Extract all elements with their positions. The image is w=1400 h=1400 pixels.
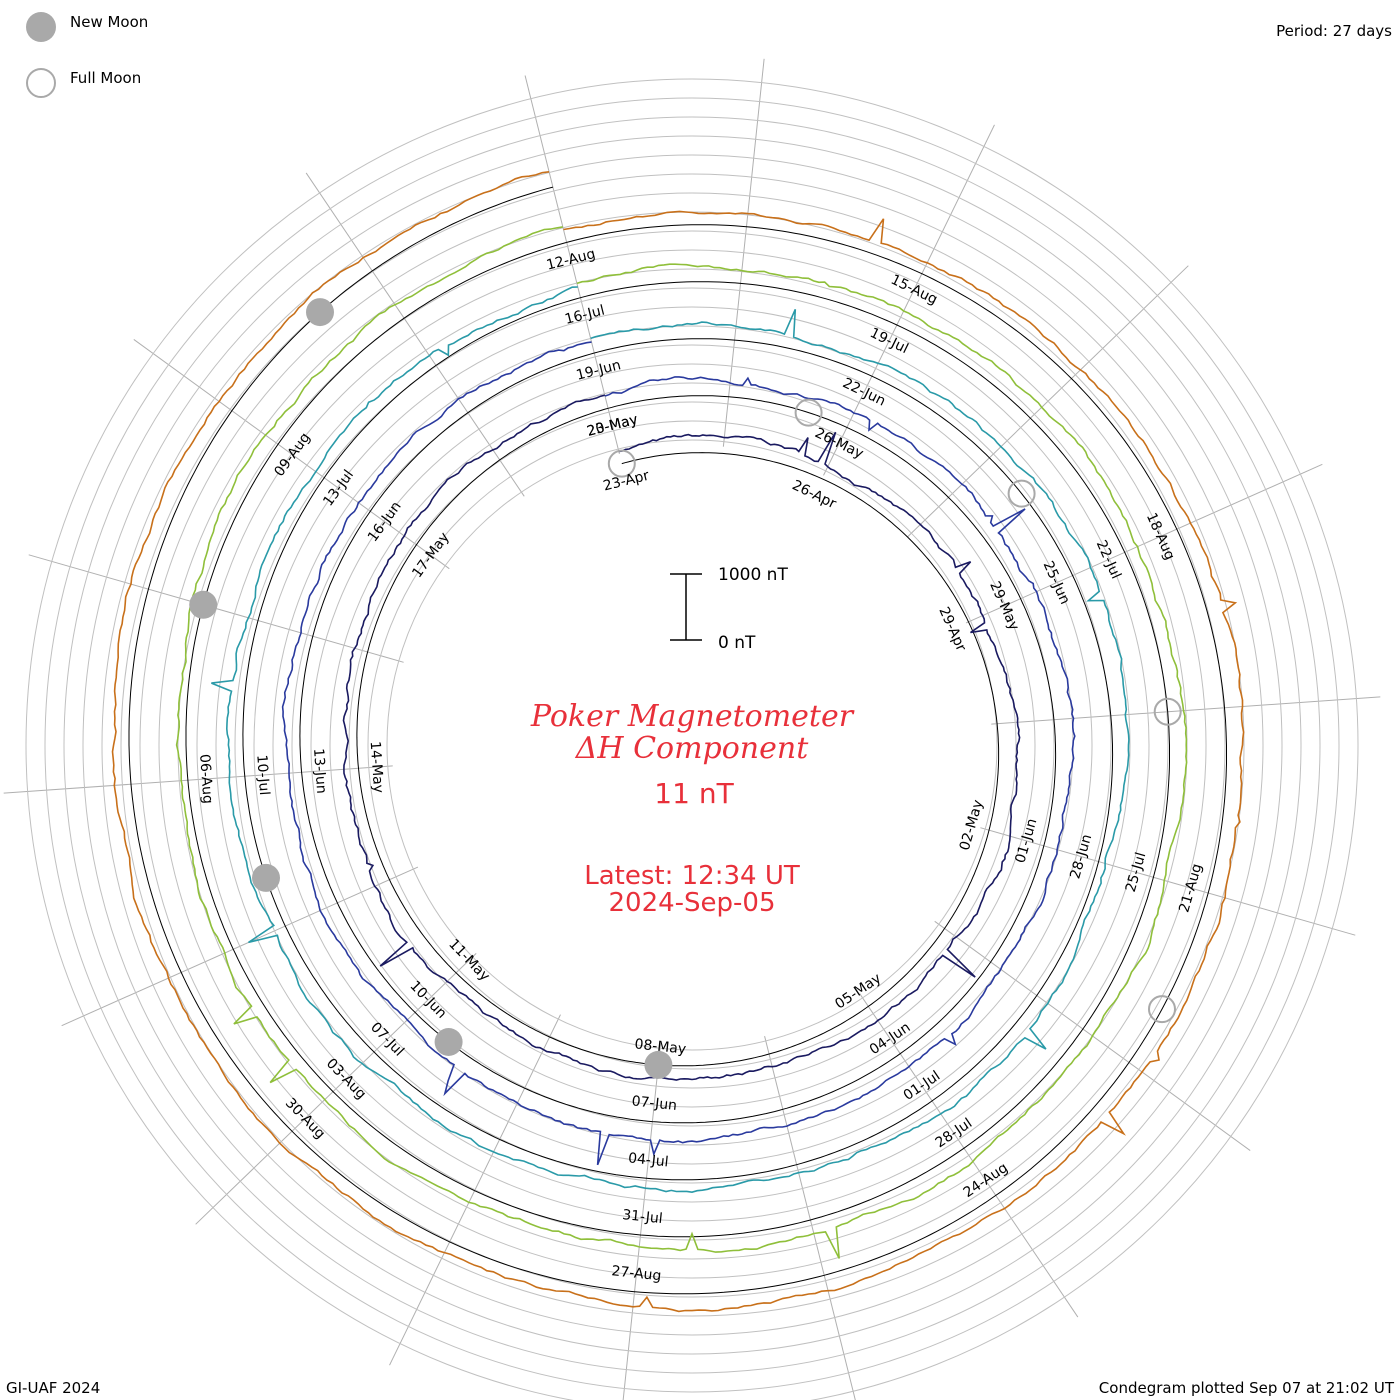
date-label: 08-May — [634, 1036, 687, 1057]
scale-bar: 1000 nT 0 nT — [670, 565, 788, 653]
scale-bottom-label: 0 nT — [718, 633, 756, 653]
date-label: 09-Aug — [271, 430, 313, 480]
date-label: 07-Jun — [631, 1093, 678, 1114]
date-label: 02-May — [957, 798, 987, 852]
date-label: 14-May — [367, 741, 387, 794]
date-label: 01-Jul — [901, 1068, 944, 1104]
date-label: 30-Aug — [282, 1095, 328, 1142]
series-baseline — [128, 186, 1227, 1295]
date-label: 19-Jun — [575, 357, 623, 384]
new-moon-label: New Moon — [70, 13, 149, 31]
grid-ring — [25, 78, 1359, 1400]
date-label: 13-Jul — [320, 467, 357, 509]
latest-date: 2024-Sep-05 — [608, 888, 775, 918]
full-moon-label: Full Moon — [70, 69, 142, 87]
series-trace — [342, 394, 1021, 1081]
date-label: 10-Jul — [253, 754, 272, 796]
date-label: 13-Jun — [310, 748, 329, 795]
series-baseline — [242, 297, 1114, 1181]
date-label: 17-May — [409, 530, 452, 581]
date-label: 04-Jul — [627, 1150, 669, 1170]
current-value: 11 nT — [654, 777, 734, 810]
grid-rings — [25, 78, 1359, 1400]
date-label: 21-Aug — [1176, 862, 1205, 914]
full-moon-marker — [794, 398, 823, 427]
new-moon-marker — [306, 298, 334, 327]
period-label: Period: 27 days — [1276, 22, 1392, 40]
new-moon-marker — [644, 1050, 673, 1079]
grid-ring — [367, 420, 1017, 1070]
full-moon-marker — [1007, 479, 1036, 508]
new-moon-marker — [189, 590, 218, 619]
date-label: 27-Aug — [611, 1263, 662, 1284]
chart-title-line2: ΔH Component — [575, 731, 809, 766]
credit-label: GI-UAF 2024 — [6, 1379, 101, 1397]
series-baseline — [356, 407, 1000, 1067]
new-moon-marker — [434, 1028, 463, 1056]
moon-markers — [189, 298, 1182, 1079]
series-baseline — [299, 352, 1057, 1124]
scale-top-label: 1000 nT — [718, 565, 788, 585]
chart-title-line1: Poker Magnetometer — [530, 699, 855, 734]
date-label: 31-Jul — [621, 1207, 663, 1227]
grid-ring — [291, 344, 1093, 1146]
date-label: 18-Aug — [1143, 510, 1178, 562]
date-label: 06-Aug — [196, 754, 215, 805]
grid-ring — [44, 97, 1340, 1393]
date-label: 19-Jul — [867, 325, 910, 357]
date-label: 11-May — [445, 936, 493, 984]
date-label: 10-Jun — [406, 978, 449, 1022]
series-trace — [211, 286, 1130, 1194]
plotted-label: Condegram plotted Sep 07 at 21:02 UT — [1098, 1379, 1394, 1397]
date-label: 22-Jul — [1093, 538, 1124, 582]
new-moon-icon — [26, 12, 56, 42]
grid-ring — [386, 439, 998, 1051]
grid-ring — [348, 401, 1036, 1089]
full-moon-marker — [1148, 995, 1176, 1024]
date-label: 23-Apr — [602, 468, 651, 495]
date-label: 16-Jul — [563, 303, 606, 328]
date-label: 16-Jun — [365, 499, 405, 545]
date-label: 25-Jul — [1123, 851, 1150, 894]
series-traces — [111, 171, 1245, 1313]
date-label: 29-May — [986, 579, 1022, 633]
series-trace — [281, 341, 1076, 1166]
legend-full-moon: Full Moon — [26, 68, 141, 98]
grid-ring — [82, 135, 1302, 1355]
new-moon-marker — [252, 863, 280, 892]
grid-ring — [120, 173, 1264, 1317]
full-moon-marker — [1153, 697, 1182, 726]
grid-ring — [101, 154, 1283, 1336]
grid-ring — [329, 382, 1055, 1108]
legend-new-moon: New Moon — [26, 12, 148, 42]
date-label: 05-May — [832, 970, 884, 1012]
grid-ring — [139, 192, 1245, 1298]
full-moon-icon — [26, 68, 56, 98]
latest-time: Latest: 12:34 UT — [584, 861, 800, 891]
date-label: 28-Jul — [933, 1115, 976, 1151]
grid-spoke — [764, 1035, 856, 1400]
grid-ring — [234, 287, 1150, 1203]
full-moon-marker — [607, 449, 636, 478]
grid-ring — [215, 268, 1169, 1222]
series-trace — [111, 171, 1245, 1313]
grid-ring — [177, 230, 1207, 1260]
grid-ring — [63, 116, 1321, 1374]
grid-ring — [272, 325, 1112, 1165]
grid-ring — [253, 306, 1131, 1184]
